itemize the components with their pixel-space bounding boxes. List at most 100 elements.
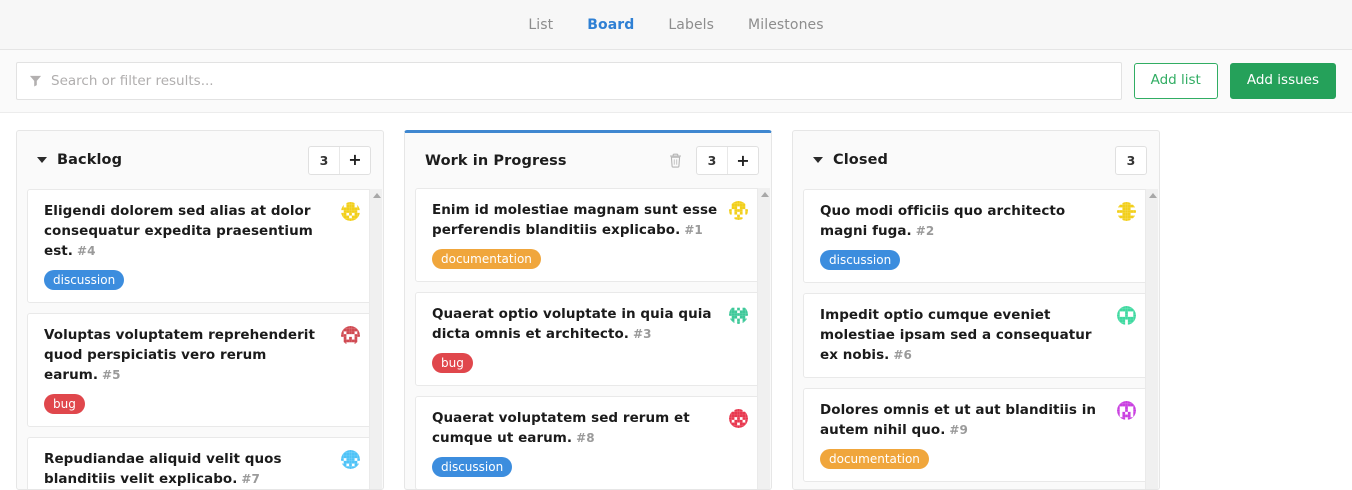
issue-number: #8 [576,431,595,445]
card-header: Quaerat voluptatem sed rerum et cumque u… [432,408,748,448]
assignee-avatar[interactable] [729,305,748,324]
collapse-caret-icon[interactable] [37,157,47,163]
add-list-button[interactable]: Add list [1133,63,1218,99]
issue-title-wrapper: Eligendi dolorem sed alias at dolor cons… [44,201,333,261]
card-header: Dolores omnis et ut aut blanditiis in au… [820,400,1136,440]
issue-labels: discussion [44,270,360,290]
add-issues-button[interactable]: Add issues [1229,63,1336,99]
issue-title-wrapper: Repudiandae aliquid velit quos blanditii… [44,449,333,489]
column-scrollbar[interactable] [1145,189,1158,489]
issue-board: Backlog 3 + Eligendi dolorem sed alias at d… [0,113,1352,490]
issue-number: #6 [893,348,912,362]
board-toolbar: Add list Add issues [0,50,1352,113]
assignee-avatar[interactable] [1117,401,1136,420]
label-pill[interactable]: bug [44,394,85,414]
issue-title-wrapper: Quaerat optio voluptate in quia quia dic… [432,304,721,344]
column-scrollbar[interactable] [369,189,382,489]
issue-count-badge: 3 [319,152,329,168]
issue-title[interactable]: Impedit optio cumque eveniet molestiae i… [820,307,1092,363]
assignee-avatar[interactable] [341,326,360,345]
issue-labels: discussion [432,457,748,477]
scroll-up-arrow-icon[interactable] [370,189,383,202]
issue-title[interactable]: Quaerat optio voluptate in quia quia dic… [432,306,712,342]
issue-labels: documentation [432,249,748,269]
collapse-caret-icon[interactable] [813,157,823,163]
issue-card[interactable]: Impedit optio cumque eveniet molestiae i… [803,293,1149,378]
assignee-avatar[interactable] [341,450,360,469]
label-pill[interactable]: documentation [432,249,541,269]
scroll-up-arrow-icon[interactable] [1146,189,1159,202]
assignee-avatar[interactable] [341,202,360,221]
issue-labels: documentation [820,449,1136,469]
issue-title-wrapper: Quaerat voluptatem sed rerum et cumque u… [432,408,721,448]
assignee-avatar[interactable] [729,409,748,428]
label-pill[interactable]: bug [432,353,473,373]
issue-card[interactable]: Quaerat optio voluptate in quia quia dic… [415,292,761,386]
search-input[interactable] [51,73,1109,89]
column-card-list: Eligendi dolorem sed alias at dolor cons… [17,189,383,489]
column-title: Closed [833,152,889,168]
view-tabs: List Board Labels Milestones [0,0,1352,50]
label-pill[interactable]: discussion [820,250,901,270]
label-pill[interactable]: discussion [432,457,513,477]
issue-title[interactable]: Voluptas voluptatem reprehenderit quod p… [44,327,315,383]
board-column: Backlog 3 + Eligendi dolorem sed alias at d… [16,130,384,490]
assignee-avatar[interactable] [729,201,748,220]
board-column: Closed 3 Quo modi officiis quo architecto … [792,130,1160,490]
add-issue-to-column-button[interactable]: + [727,147,758,174]
column-header: Work in Progress 3 + [405,133,771,188]
issue-card[interactable]: Dolores omnis et ut aut blanditiis in au… [803,388,1149,482]
issue-number: #1 [684,223,703,237]
issue-number: #3 [632,327,652,341]
issue-title[interactable]: Eligendi dolorem sed alias at dolor cons… [44,203,313,259]
issue-title[interactable]: Dolores omnis et ut aut blanditiis in au… [820,402,1097,438]
add-issue-to-column-button[interactable]: + [339,146,370,174]
cards-scroll-area: Quo modi officiis quo architecto magni f… [803,189,1149,489]
issue-title[interactable]: Repudiandae aliquid velit quos blanditii… [44,451,282,487]
issue-title-wrapper: Enim id molestiae magnam sunt esse perfe… [432,200,721,240]
column-actions: 3 + [696,146,759,175]
assignee-avatar[interactable] [1117,306,1136,325]
card-header: Quaerat optio voluptate in quia quia dic… [432,304,748,344]
issue-number: #2 [915,224,935,238]
issue-title-wrapper: Dolores omnis et ut aut blanditiis in au… [820,400,1109,440]
tab-milestones[interactable]: Milestones [748,16,824,33]
assignee-avatar[interactable] [1117,202,1136,221]
issue-count-badge: 3 [1126,152,1136,168]
card-header: Eligendi dolorem sed alias at dolor cons… [44,201,360,261]
label-pill[interactable]: discussion [44,270,125,290]
issue-card[interactable]: Voluptas voluptatem reprehenderit quod p… [27,313,373,427]
issue-card[interactable]: Quo modi officiis quo architecto magni f… [803,189,1149,283]
column-actions: 3 [1115,145,1147,175]
column-title: Work in Progress [425,152,567,169]
trash-icon[interactable] [669,153,682,168]
search-field-wrapper[interactable] [16,62,1122,100]
column-header: Backlog 3 + [17,131,383,189]
tab-labels[interactable]: Labels [668,16,715,33]
card-header: Voluptas voluptatem reprehenderit quod p… [44,325,360,385]
issue-card[interactable]: Quaerat voluptatem sed rerum et cumque u… [415,396,761,489]
card-header: Enim id molestiae magnam sunt esse perfe… [432,200,748,240]
issue-title-wrapper: Impedit optio cumque eveniet molestiae i… [820,305,1109,365]
tab-board[interactable]: Board [587,16,635,33]
issue-card[interactable]: Repudiandae aliquid velit quos blanditii… [27,437,373,489]
column-actions: 3 + [308,145,371,175]
issue-number: #9 [949,423,968,437]
column-scrollbar[interactable] [757,188,770,489]
issue-number: #4 [76,244,96,258]
filter-funnel-icon [29,72,42,91]
issue-title-wrapper: Quo modi officiis quo architecto magni f… [820,201,1109,241]
tab-list[interactable]: List [528,16,554,33]
issue-card[interactable]: Eligendi dolorem sed alias at dolor cons… [27,189,373,303]
scroll-up-arrow-icon[interactable] [758,188,771,201]
issue-card[interactable]: Enim id molestiae magnam sunt esse perfe… [415,188,761,282]
issue-title[interactable]: Quo modi officiis quo architecto magni f… [820,203,1066,239]
column-card-list: Enim id molestiae magnam sunt esse perfe… [405,188,771,489]
issue-title[interactable]: Quaerat voluptatem sed rerum et cumque u… [432,410,690,446]
issue-title[interactable]: Enim id molestiae magnam sunt esse perfe… [432,202,718,238]
column-card-list: Quo modi officiis quo architecto magni f… [793,189,1159,489]
label-pill[interactable]: documentation [820,449,929,469]
column-title: Backlog [57,152,123,168]
board-column: Work in Progress 3 + Enim id molestiae magn… [404,130,772,490]
card-header: Quo modi officiis quo architecto magni f… [820,201,1136,241]
